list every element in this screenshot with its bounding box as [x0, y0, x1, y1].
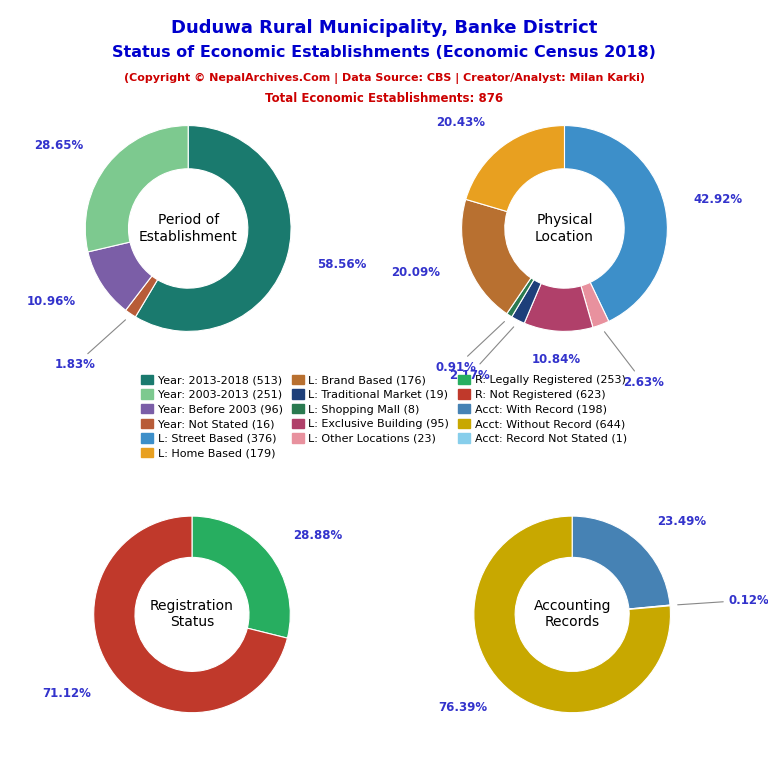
Text: Accounting
Records: Accounting Records [534, 599, 611, 630]
Legend: Year: 2013-2018 (513), Year: 2003-2013 (251), Year: Before 2003 (96), Year: Not : Year: 2013-2018 (513), Year: 2003-2013 (… [141, 375, 627, 458]
Wedge shape [564, 125, 667, 321]
Text: 2.63%: 2.63% [604, 332, 664, 389]
Text: Period of
Establishment: Period of Establishment [139, 214, 237, 243]
Text: 23.49%: 23.49% [657, 515, 706, 528]
Text: Status of Economic Establishments (Economic Census 2018): Status of Economic Establishments (Econo… [112, 45, 656, 60]
Text: Total Economic Establishments: 876: Total Economic Establishments: 876 [265, 92, 503, 105]
Text: 71.12%: 71.12% [42, 687, 91, 700]
Text: 58.56%: 58.56% [317, 257, 366, 270]
Text: 1.83%: 1.83% [55, 319, 125, 371]
Text: Duduwa Rural Municipality, Banke District: Duduwa Rural Municipality, Banke Distric… [170, 19, 598, 37]
Text: 0.12%: 0.12% [677, 594, 768, 607]
Text: Physical
Location: Physical Location [535, 214, 594, 243]
Wedge shape [192, 516, 290, 638]
Text: 10.96%: 10.96% [27, 295, 76, 308]
Text: 42.92%: 42.92% [693, 193, 742, 206]
Wedge shape [572, 516, 670, 609]
Text: 10.84%: 10.84% [532, 353, 581, 366]
Wedge shape [462, 200, 531, 313]
Wedge shape [507, 278, 534, 317]
Text: (Copyright © NepalArchives.Com | Data Source: CBS | Creator/Analyst: Milan Karki: (Copyright © NepalArchives.Com | Data So… [124, 73, 644, 84]
Text: 20.43%: 20.43% [436, 117, 485, 130]
Wedge shape [525, 283, 593, 331]
Wedge shape [511, 280, 541, 323]
Text: Registration
Status: Registration Status [150, 599, 234, 630]
Wedge shape [629, 605, 670, 610]
Wedge shape [474, 516, 670, 713]
Text: 2.17%: 2.17% [449, 327, 514, 382]
Wedge shape [581, 283, 609, 327]
Text: 0.91%: 0.91% [435, 322, 505, 374]
Text: 28.65%: 28.65% [34, 139, 84, 152]
Text: 76.39%: 76.39% [438, 700, 487, 713]
Wedge shape [465, 125, 564, 212]
Wedge shape [135, 125, 291, 331]
Wedge shape [94, 516, 287, 713]
Wedge shape [85, 125, 188, 252]
Wedge shape [126, 276, 157, 317]
Text: 28.88%: 28.88% [293, 529, 342, 542]
Text: 20.09%: 20.09% [392, 266, 441, 280]
Wedge shape [88, 242, 152, 310]
